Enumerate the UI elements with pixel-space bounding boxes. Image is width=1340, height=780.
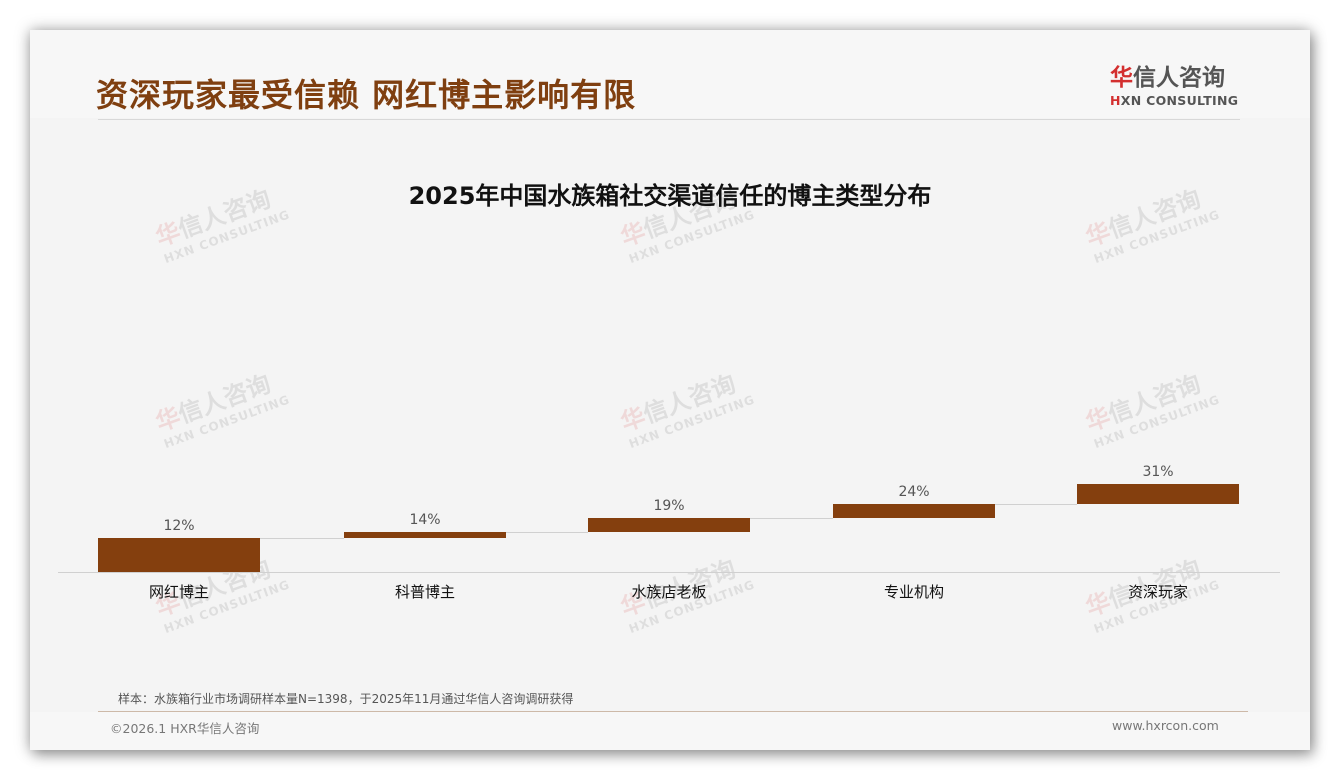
logo-cn-text: 信人咨询	[1133, 65, 1225, 91]
chart-title: 2025年中国水族箱社交渠道信任的博主类型分布	[408, 182, 932, 210]
step-connector	[750, 517, 833, 519]
bar-4	[833, 503, 995, 518]
company-logo: 华信人咨询 HXN CONSULTING	[1110, 64, 1240, 108]
source-note: 样本：水族箱行业市场调研样本量N=1398，于2025年11月通过华信人咨询调研…	[118, 692, 574, 706]
page-title: 资深玩家最受信赖 网红博主影响有限	[96, 76, 637, 114]
footer-band	[30, 712, 1310, 750]
slide: 资深玩家最受信赖 网红博主影响有限 华信人咨询 HXN CONSULTING 华…	[30, 30, 1310, 750]
logo-cn: 华信人咨询	[1110, 64, 1240, 92]
step-connector	[995, 503, 1077, 505]
category-label: 水族店老板	[631, 583, 707, 601]
step-connector	[260, 537, 344, 539]
category-label: 资深玩家	[1127, 583, 1188, 601]
bar-5	[1077, 483, 1239, 504]
x-axis-line	[58, 572, 1280, 573]
logo-en-mark: H	[1110, 93, 1121, 108]
bar-2	[344, 532, 506, 538]
bar-value-label: 19%	[653, 497, 685, 514]
bar-value-label: 24%	[898, 483, 930, 500]
chart-area: 12% 网红博主 14% 科普博主 19% 水族店老板 24% 专业机构 31% 资深玩家	[30, 30, 1310, 750]
footer-divider	[98, 711, 1248, 712]
website-link[interactable]: www.hxrcon.com	[1112, 718, 1219, 733]
category-label: 专业机构	[883, 583, 944, 601]
bar-value-label: 31%	[1142, 463, 1174, 480]
logo-mark: 华	[1110, 65, 1133, 91]
bar-3	[588, 517, 750, 533]
logo-en: HXN CONSULTING	[1110, 93, 1240, 108]
header-band	[30, 30, 1310, 118]
title-divider	[98, 119, 1240, 120]
category-label: 网红博主	[148, 583, 209, 601]
logo-en-text: XN CONSULTING	[1120, 93, 1239, 108]
bar-1	[98, 537, 260, 572]
bar-value-label: 12%	[163, 517, 195, 534]
step-connector	[506, 532, 588, 534]
copyright: ©2026.1 HXR华信人咨询	[110, 721, 260, 736]
bar-value-label: 14%	[409, 512, 441, 529]
category-label: 科普博主	[394, 583, 455, 601]
